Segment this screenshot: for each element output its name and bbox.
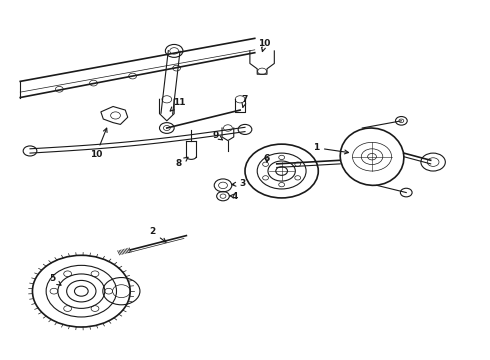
Text: 8: 8	[176, 157, 188, 168]
Text: 3: 3	[232, 179, 245, 188]
Text: 11: 11	[170, 98, 185, 111]
Text: 10: 10	[258, 39, 271, 51]
Text: 5: 5	[49, 274, 61, 285]
Text: 2: 2	[149, 228, 166, 242]
Text: 1: 1	[313, 143, 348, 154]
Text: 6: 6	[264, 154, 270, 163]
Text: 9: 9	[213, 131, 222, 140]
Text: 7: 7	[242, 95, 248, 107]
Text: 4: 4	[229, 192, 239, 201]
Text: 10: 10	[90, 128, 107, 159]
